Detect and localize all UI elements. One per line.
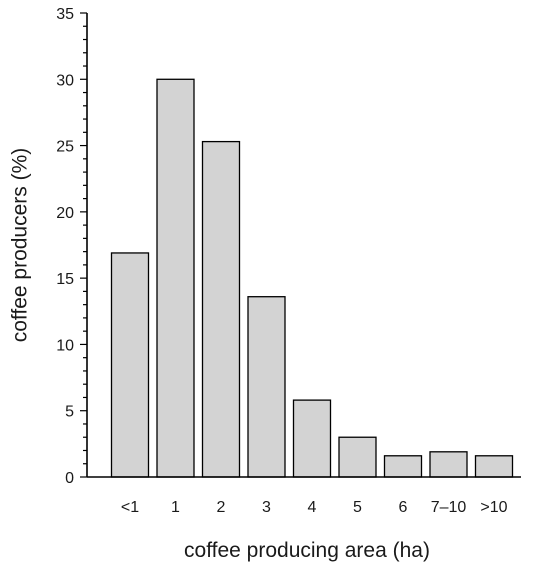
bar <box>110 252 150 478</box>
bar <box>383 455 423 478</box>
y-axis-ticks: 0 5 10 15 20 25 30 35 <box>56 6 87 487</box>
bar <box>292 399 332 478</box>
y-tick-label: 25 <box>56 139 74 156</box>
x-tick-label: <1 <box>121 499 139 516</box>
axes-layer <box>86 13 521 478</box>
x-tick-label: 1 <box>171 499 180 516</box>
y-tick-label: 15 <box>56 271 74 288</box>
x-tick-label: >10 <box>480 499 507 516</box>
bar <box>338 436 377 478</box>
y-tick-label: 20 <box>56 205 74 222</box>
x-tick-label: 5 <box>353 499 362 516</box>
bar <box>156 78 195 478</box>
bar <box>201 140 241 478</box>
bar <box>474 455 514 478</box>
bars-layer <box>110 78 514 478</box>
x-tick-label: 4 <box>308 499 317 516</box>
x-tick-label: 2 <box>217 499 226 516</box>
y-axis-title: coffee producers (%) <box>9 148 32 343</box>
bar <box>247 296 286 478</box>
x-axis-title: coffee producing area (ha) <box>184 539 430 562</box>
x-tick-label: 7–10 <box>431 499 467 516</box>
y-tick-label: 0 <box>65 470 74 487</box>
y-tick-label: 5 <box>65 404 74 421</box>
y-tick-label: 30 <box>56 72 74 89</box>
x-axis-ticks: <1 1 2 3 4 5 6 7–10 >10 <box>121 499 508 516</box>
y-tick-label: 10 <box>56 337 74 354</box>
bar <box>429 451 468 478</box>
y-tick-label: 35 <box>56 6 74 23</box>
x-tick-label: 3 <box>262 499 271 516</box>
x-tick-label: 6 <box>399 499 408 516</box>
